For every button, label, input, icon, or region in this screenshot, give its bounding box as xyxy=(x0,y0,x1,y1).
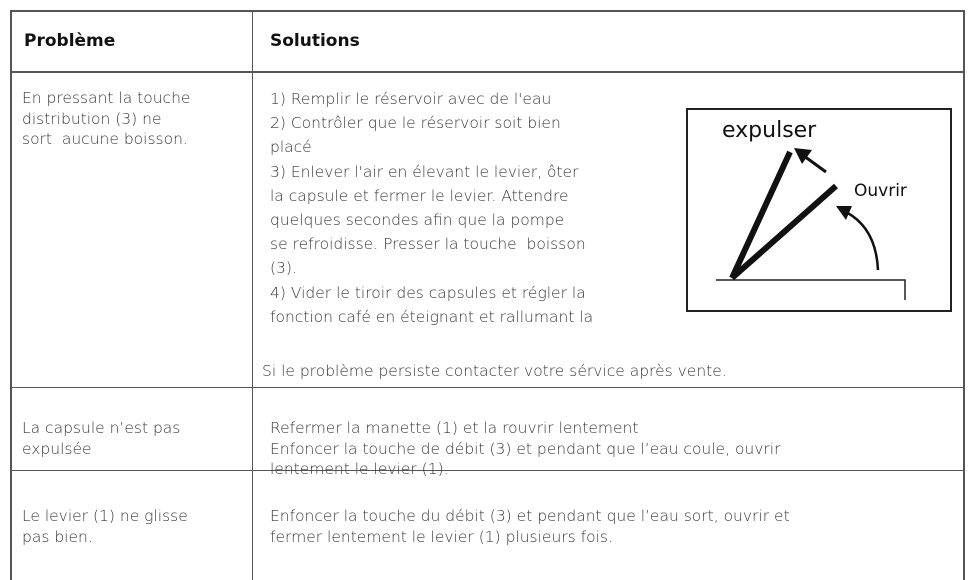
arrow-head xyxy=(794,148,812,164)
solution-line: Enfoncer la touche de débit (3) et penda… xyxy=(270,439,781,458)
figure-label: expulser xyxy=(722,118,817,143)
problem-line: expulsée xyxy=(22,439,92,458)
problem-line: La capsule n’est pas xyxy=(22,419,181,437)
solution-line: Refermer la manette (1) et la rouvrir le… xyxy=(270,419,639,437)
problem-line: Le levier (1) ne glisse xyxy=(22,507,188,525)
solution-line: la capsule et fermer le levier. Attendre xyxy=(270,186,569,205)
figure-label: Ouvrir xyxy=(854,181,907,201)
solution-line: 4) Vider le tiroir des capsules et régle… xyxy=(270,283,586,302)
problem-line: distribution (3) ne xyxy=(22,109,162,128)
solution-line: lentement le levier (1). xyxy=(270,460,449,478)
solution-line: se refroidisse. Presser la touche boisso… xyxy=(270,235,586,254)
figure: expulser Ouvrir xyxy=(686,108,952,312)
solution-line: 1) Remplir le réservoir avec de l'eau xyxy=(270,90,552,108)
figure-frame xyxy=(686,108,952,312)
curve-arrow-head xyxy=(836,206,852,220)
base xyxy=(716,279,906,300)
curve-arrow xyxy=(845,210,880,271)
header-solutions: Solutions xyxy=(270,31,360,51)
note: Si le problème persiste contacter votre … xyxy=(262,362,727,380)
arrow-shaft xyxy=(803,154,827,174)
lever-open xyxy=(729,150,793,280)
problem-line: pas bien. xyxy=(22,527,93,546)
header-problem: Problème xyxy=(24,31,116,51)
solution-line: (3). xyxy=(270,259,297,278)
solution-line: fonction café en éteignant et rallumant … xyxy=(270,307,594,326)
solution-line: 2) Contrôler que le réservoir soit bien xyxy=(270,114,561,133)
solution-line: quelques secondes afin que la pompe xyxy=(270,211,565,229)
lever-closed xyxy=(730,183,838,281)
solution-line: placé xyxy=(270,138,312,157)
solution-line: fermer lentement le levier (1) plusieurs… xyxy=(270,527,613,546)
problem-line: En pressant la touche xyxy=(22,89,191,107)
solution-line: 3) Enlever l'air en élevant le levier, ô… xyxy=(270,162,579,181)
solution-line: Enfoncer la touche du débit (3) et penda… xyxy=(270,507,790,525)
problem-line: sort aucune boisson. xyxy=(22,130,188,148)
